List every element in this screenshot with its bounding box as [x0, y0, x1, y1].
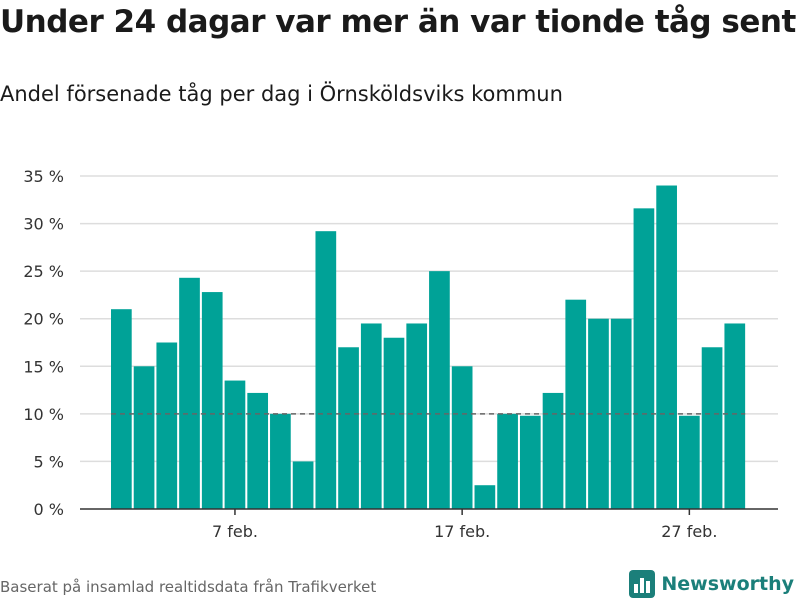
chart-title: Under 24 dagar var mer än var tionde tåg… — [0, 4, 796, 40]
chart-subtitle: Andel försenade tåg per dag i Örnsköldsv… — [0, 82, 563, 106]
bar — [429, 271, 450, 509]
brand-logo[interactable]: Newsworthy — [629, 570, 794, 598]
brand-name: Newsworthy — [661, 573, 794, 595]
bar — [656, 185, 677, 509]
bar — [360, 323, 382, 509]
x-tick-label: 17 feb. — [434, 522, 490, 541]
bar — [383, 337, 405, 509]
y-tick-label: 30 % — [23, 215, 64, 234]
bar — [497, 413, 518, 509]
bar — [679, 415, 700, 509]
bar — [247, 392, 269, 509]
x-tick-label: 7 feb. — [212, 522, 258, 541]
bar — [542, 392, 564, 509]
bars — [111, 185, 746, 509]
bar — [565, 299, 587, 509]
bar — [474, 485, 496, 509]
bar — [156, 342, 178, 509]
bar-chart-logo-icon — [629, 570, 656, 598]
bar — [338, 347, 359, 509]
y-tick-label: 15 % — [23, 357, 64, 376]
bar — [451, 366, 473, 509]
bar — [406, 323, 428, 509]
bar — [111, 309, 132, 509]
bar — [179, 277, 200, 509]
bar — [701, 347, 723, 509]
y-tick-label: 20 % — [23, 310, 64, 329]
bar — [133, 366, 155, 509]
axes: 0 % 5 % 10 % 15 % 20 % 25 % 30 % 35 % 7 feb. 17 f… — [23, 167, 778, 541]
bar — [519, 415, 541, 509]
y-tick-label: 0 % — [34, 500, 64, 519]
bar — [315, 231, 337, 509]
y-tick-label: 25 % — [23, 262, 64, 281]
bar — [270, 413, 291, 509]
y-tick-label: 10 % — [23, 405, 64, 424]
source-note: Baserat på insamlad realtidsdata från Tr… — [0, 578, 377, 596]
y-tick-label: 5 % — [34, 452, 64, 471]
bar — [633, 208, 655, 509]
y-tick-label: 35 % — [23, 167, 64, 186]
bar-chart: 0 % 5 % 10 % 15 % 20 % 25 % 30 % 35 % 7 feb. 17 f… — [23, 167, 778, 541]
x-tick-label: 27 feb. — [661, 522, 717, 541]
bar — [292, 461, 314, 509]
bar — [201, 292, 223, 509]
bar — [724, 323, 746, 509]
bar — [224, 380, 246, 509]
bar — [610, 318, 632, 509]
